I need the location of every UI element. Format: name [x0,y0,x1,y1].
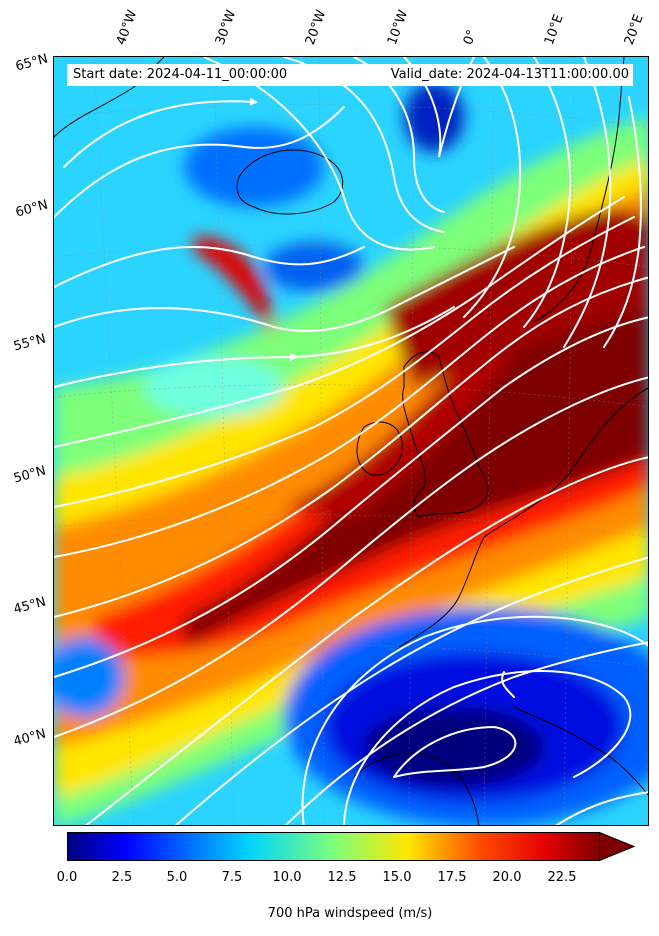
latitude-label: 60°N [14,197,50,221]
colorbar-tick: 17.5 [437,870,467,885]
longitude-label: 0° [460,27,481,47]
latitude-label: 40°N [12,726,48,750]
latitude-label: 50°N [12,463,48,487]
colorbar-tick: 5.0 [166,870,188,885]
colorbar-tick: 22.5 [547,870,577,885]
colorbar-tick: 12.5 [327,870,357,885]
coastlines [54,57,648,825]
date-info-box: Start date: 2024-04-11_00:00:00 Valid_da… [67,64,633,86]
colorbar-tick: 20.0 [492,870,522,885]
longitude-label: 30°W [212,8,240,47]
windspeed-field [54,82,648,825]
colorbar-tick: 15.0 [382,870,412,885]
longitude-label: 40°W [113,8,141,47]
graticule [54,57,648,825]
windspeed-map [54,57,648,825]
colorbar-label: 700 hPa windspeed (m/s) [267,906,433,921]
colorbar-tick: 2.5 [111,870,133,885]
colorbar-tick: 0.0 [56,870,78,885]
colorbar [67,832,636,862]
latitude-label: 45°N [12,594,48,618]
longitude-label: 10°W [384,8,412,47]
longitude-label: 10°E [541,12,567,48]
latitude-label: 65°N [14,51,50,75]
map-panel [53,56,649,826]
colorbar-tick: 10.0 [272,870,302,885]
start-date: Start date: 2024-04-11_00:00:00 [73,67,288,82]
colorbar-gradient [67,832,600,861]
valid-date: Valid_date: 2024-04-13T11:00:00.00 [390,67,629,82]
colorbar-tick: 7.5 [221,870,243,885]
longitude-label: 20°E [621,12,647,48]
streamlines [54,57,648,825]
latitude-label: 55°N [12,331,48,355]
colorbar-extend-arrow [599,832,636,862]
longitude-label: 20°W [302,8,330,47]
